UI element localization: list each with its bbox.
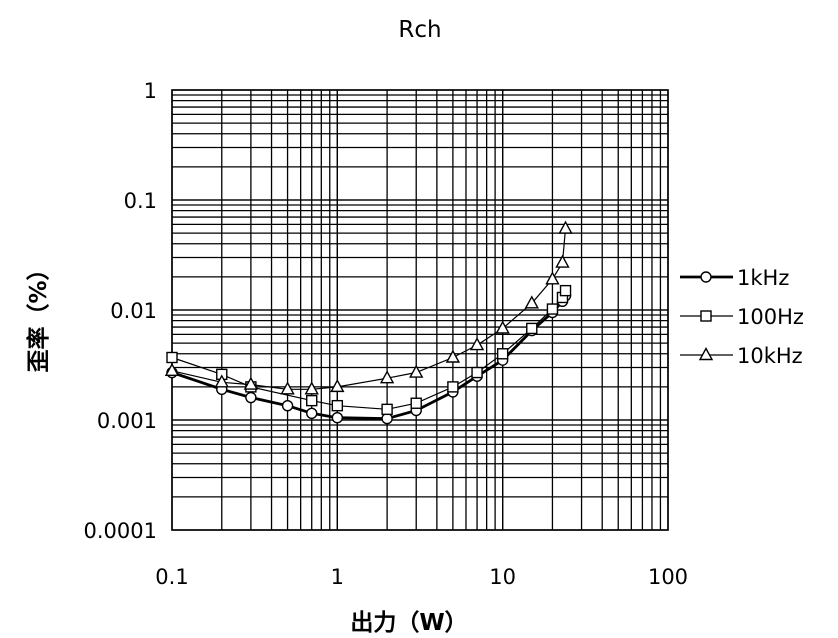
data-point-10khz <box>243 376 259 390</box>
data-point-100hz <box>166 351 178 364</box>
y-tick-label: 0.0001 <box>84 519 157 543</box>
data-point-100hz <box>526 322 538 335</box>
y-tick-label: 0.001 <box>97 409 157 433</box>
plot-grid <box>171 89 669 531</box>
y-tick-label: 0.1 <box>124 189 157 213</box>
data-point-1khz <box>381 412 393 425</box>
data-point-10khz <box>495 320 510 334</box>
data-point-10khz <box>379 370 395 384</box>
series-10khz <box>164 220 573 395</box>
x-tick-label: 100 <box>648 565 688 589</box>
data-point-100hz <box>471 366 483 379</box>
chart-title: Rch <box>398 17 441 43</box>
data-point-10khz <box>545 271 560 285</box>
data-point-100hz <box>306 394 318 407</box>
data-point-1khz <box>306 407 318 420</box>
data-point-100hz <box>496 348 509 360</box>
data-point-1khz <box>331 411 344 424</box>
series-line-10khz <box>171 228 567 390</box>
data-point-1khz <box>245 391 257 404</box>
x-tick-label: 10 <box>489 565 516 589</box>
data-point-10khz <box>214 374 229 388</box>
data-point-10khz <box>280 381 295 395</box>
legend-label-1khz: 1kHz <box>737 266 789 290</box>
plot-frame <box>171 89 669 531</box>
data-point-100hz <box>447 381 459 393</box>
data-point-100hz <box>546 303 559 315</box>
tick-labels: 0.1 1 10 100 1 0.1 0.01 0.001 0.0001 <box>84 79 689 589</box>
data-point-10khz <box>409 364 424 378</box>
data-point-100hz <box>381 403 393 416</box>
legend-marker-10khz <box>698 347 714 361</box>
y-axis-label: 歪率（%） <box>25 257 52 372</box>
legend-label-10khz: 10kHz <box>737 344 803 368</box>
data-point-10khz <box>524 295 539 309</box>
y-tick-label: 0.01 <box>110 299 157 323</box>
data-point-10khz <box>469 337 485 351</box>
y-tick-label: 1 <box>144 79 157 103</box>
series-100hz <box>166 284 572 416</box>
legend: 1kHz 100Hz 10kHz <box>680 266 804 368</box>
data-point-10khz <box>445 349 461 363</box>
legend-label-100hz: 100Hz <box>737 305 804 329</box>
data-point-10khz <box>164 362 180 377</box>
legend-marker-1khz <box>700 271 712 283</box>
data-point-100hz <box>559 284 572 297</box>
data-point-1khz <box>281 399 294 412</box>
series-layer <box>164 220 573 425</box>
data-point-100hz <box>331 399 344 412</box>
data-point-10khz <box>555 254 570 268</box>
data-point-100hz <box>410 397 422 409</box>
data-point-10khz <box>304 381 319 395</box>
x-tick-label: 1 <box>331 565 344 589</box>
data-point-10khz <box>330 378 345 393</box>
x-axis-label: 出力（W） <box>350 609 467 636</box>
data-point-10khz <box>558 220 573 234</box>
legend-marker-100hz <box>700 310 712 322</box>
x-tick-label: 0.1 <box>155 565 188 589</box>
